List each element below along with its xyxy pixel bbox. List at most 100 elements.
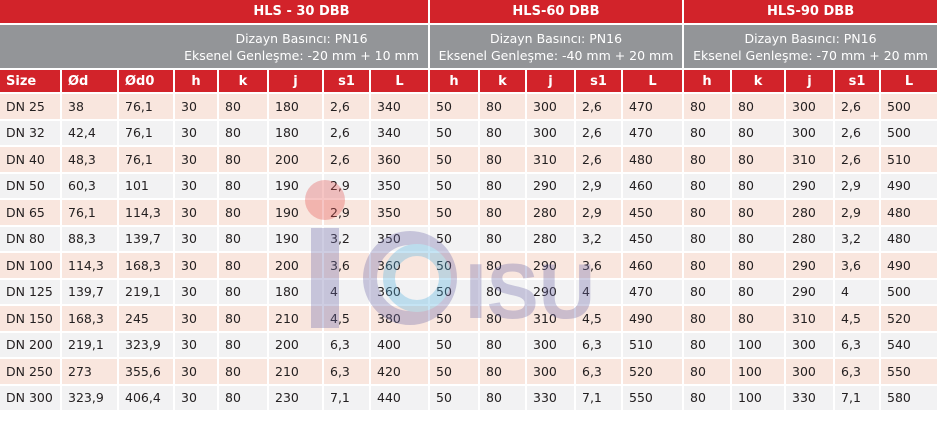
value-cell: 550 (881, 359, 937, 386)
size-cell: DN 200 (0, 332, 62, 359)
value-cell: 80 (480, 306, 527, 333)
value-cell: 80 (732, 200, 787, 227)
value-cell: 30 (175, 332, 219, 359)
value-cell: 2,9 (576, 200, 623, 227)
value-cell: 280 (786, 200, 836, 227)
value-cell: 100 (732, 385, 787, 412)
value-cell: 3,6 (576, 253, 623, 280)
value-cell: 230 (269, 385, 324, 412)
value-cell: 80 (219, 147, 269, 174)
group-spec-hls90: Dizayn Basıncı: PN16 Eksenel Genleşme: -… (684, 25, 937, 70)
value-cell: 290 (786, 173, 836, 200)
value-cell: 4,5 (576, 306, 623, 333)
value-cell: 3,2 (835, 226, 882, 253)
spec-table: HLS - 30 DBB HLS-60 DBB HLS-90 DBB Dizay… (0, 0, 937, 412)
col-header-j: j (527, 70, 576, 94)
value-cell: 80 (732, 226, 787, 253)
value-cell: 360 (371, 253, 430, 280)
value-cell: 2,9 (835, 173, 882, 200)
value-cell: 290 (786, 279, 836, 306)
value-cell: 30 (175, 306, 219, 333)
value-cell: 80 (732, 306, 787, 333)
value-cell: 50 (430, 147, 480, 174)
col-header-h: h (175, 70, 219, 94)
value-cell: 50 (430, 279, 480, 306)
design-pressure-label: Dizayn Basıncı: PN16 (235, 30, 368, 46)
value-cell: 490 (881, 253, 937, 280)
value-cell: 80 (684, 253, 733, 280)
value-cell: 80 (480, 226, 527, 253)
value-cell: 360 (371, 279, 430, 306)
col-header-k: k (219, 70, 269, 94)
value-cell: 80 (480, 332, 527, 359)
blank-subheader-cell (0, 25, 175, 70)
value-cell: 2,6 (324, 147, 371, 174)
value-cell: 80 (480, 173, 527, 200)
value-cell: 42,4 (62, 120, 119, 147)
value-cell: 290 (527, 253, 576, 280)
value-cell: 80 (219, 200, 269, 227)
value-cell: 30 (175, 200, 219, 227)
value-cell: 80 (732, 120, 787, 147)
value-cell: 139,7 (119, 226, 175, 253)
value-cell: 510 (881, 147, 937, 174)
value-cell: 4 (324, 279, 371, 306)
value-cell: 100 (732, 359, 787, 386)
table-row: DN 80 88,3 139,7 30 80 190 3,2 350 50 80 280 3,2 450… (0, 226, 937, 253)
value-cell: 300 (786, 332, 836, 359)
table-row: DN 200 219,1 323,9 30 80 200 6,3 400 50 80 300 6,3 5… (0, 332, 937, 359)
col-header-size: Size (0, 70, 62, 94)
value-cell: 500 (881, 94, 937, 121)
value-cell: 440 (371, 385, 430, 412)
value-cell: 300 (527, 120, 576, 147)
size-cell: DN 40 (0, 147, 62, 174)
value-cell: 30 (175, 173, 219, 200)
value-cell: 100 (732, 332, 787, 359)
group-spec-row: Dizayn Basıncı: PN16 Eksenel Genleşme: -… (0, 25, 937, 70)
value-cell: 380 (371, 306, 430, 333)
col-header-s1: s1 (835, 70, 882, 94)
size-cell: DN 25 (0, 94, 62, 121)
value-cell: 300 (786, 359, 836, 386)
col-header-j: j (786, 70, 836, 94)
value-cell: 30 (175, 226, 219, 253)
value-cell: 2,6 (324, 94, 371, 121)
value-cell: 80 (219, 226, 269, 253)
value-cell: 3,6 (324, 253, 371, 280)
value-cell: 80 (732, 94, 787, 121)
value-cell: 310 (786, 147, 836, 174)
value-cell: 80 (732, 173, 787, 200)
value-cell: 219,1 (119, 279, 175, 306)
value-cell: 323,9 (62, 385, 119, 412)
value-cell: 6,3 (324, 359, 371, 386)
value-cell: 210 (269, 359, 324, 386)
value-cell: 480 (881, 226, 937, 253)
value-cell: 80 (684, 200, 733, 227)
value-cell: 76,1 (62, 200, 119, 227)
size-cell: DN 80 (0, 226, 62, 253)
value-cell: 2,6 (576, 147, 623, 174)
size-cell: DN 50 (0, 173, 62, 200)
value-cell: 550 (623, 385, 685, 412)
table-row: DN 65 76,1 114,3 30 80 190 2,9 350 50 80 280 2,9 450… (0, 200, 937, 227)
value-cell: 50 (430, 200, 480, 227)
size-cell: DN 125 (0, 279, 62, 306)
col-header-od0: Ød0 (119, 70, 175, 94)
value-cell: 2,6 (835, 94, 882, 121)
value-cell: 300 (786, 120, 836, 147)
value-cell: 300 (527, 332, 576, 359)
value-cell: 340 (371, 94, 430, 121)
value-cell: 80 (684, 173, 733, 200)
group-spec-hls30: Dizayn Basıncı: PN16 Eksenel Genleşme: -… (175, 25, 430, 70)
value-cell: 280 (786, 226, 836, 253)
value-cell: 330 (786, 385, 836, 412)
value-cell: 273 (62, 359, 119, 386)
table-row: DN 50 60,3 101 30 80 190 2,9 350 50 80 290 2,9 460 80… (0, 173, 937, 200)
value-cell: 190 (269, 173, 324, 200)
value-cell: 540 (881, 332, 937, 359)
value-cell: 6,3 (835, 359, 882, 386)
value-cell: 460 (623, 173, 685, 200)
value-cell: 80 (480, 200, 527, 227)
value-cell: 7,1 (835, 385, 882, 412)
value-cell: 330 (527, 385, 576, 412)
